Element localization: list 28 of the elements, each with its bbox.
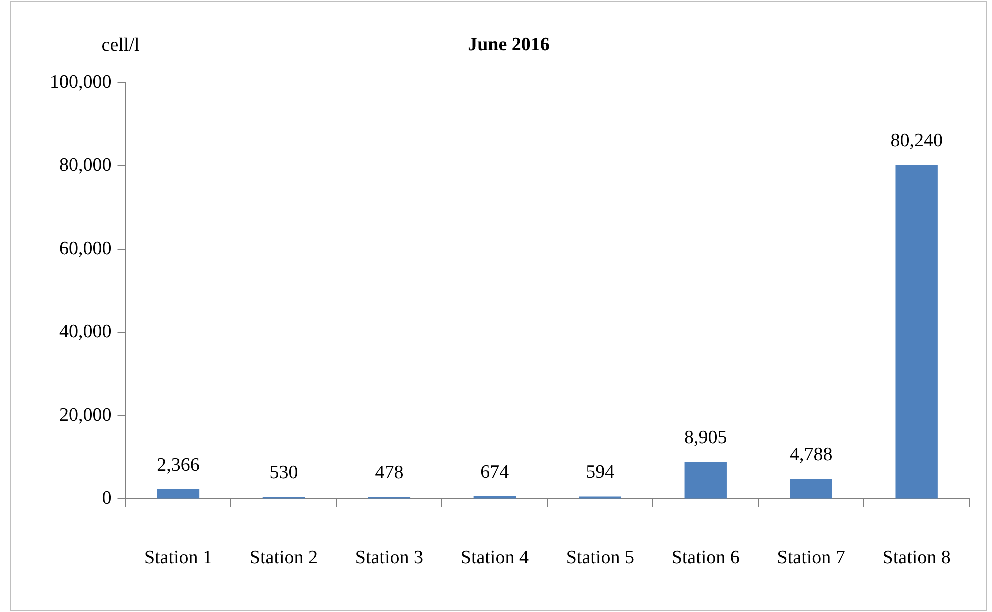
y-axis-title: cell/l — [102, 34, 140, 56]
bar — [684, 462, 727, 499]
data-label: 594 — [586, 462, 616, 484]
bar — [896, 165, 938, 499]
data-label: 8,905 — [684, 428, 728, 449]
y-tick-label: 60,000 — [60, 238, 112, 260]
bar — [790, 479, 832, 499]
data-label: 530 — [270, 462, 298, 484]
y-tick-label: 100,000 — [50, 72, 112, 93]
x-tick-label: Station 3 — [355, 548, 424, 569]
data-label: 2,366 — [157, 454, 200, 476]
y-tick-label: 20,000 — [60, 404, 112, 426]
x-tick-label: Station 4 — [460, 548, 530, 569]
y-tick-label: 80,000 — [60, 155, 112, 176]
chart-title: June 2016 — [468, 34, 550, 56]
data-label: 4,788 — [790, 444, 833, 466]
x-tick-label: Station 1 — [144, 548, 213, 569]
data-label: 80,240 — [890, 130, 943, 152]
x-tick-label: Station 5 — [566, 548, 634, 569]
bar — [157, 489, 200, 499]
data-label: 478 — [375, 462, 404, 484]
y-tick-label: 40,000 — [60, 322, 112, 343]
y-tick-label: 0 — [102, 488, 112, 510]
data-label: 674 — [480, 462, 510, 483]
x-tick-label: Station 6 — [672, 548, 740, 569]
x-tick-label: Station 7 — [777, 548, 846, 569]
x-tick-label: Station 8 — [882, 548, 951, 569]
x-tick-label: Station 2 — [250, 548, 318, 569]
